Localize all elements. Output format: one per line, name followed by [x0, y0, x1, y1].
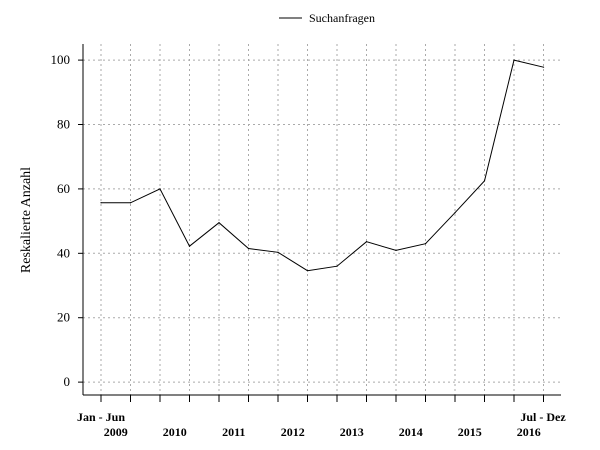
x-year-label-2009: 2009: [104, 425, 128, 439]
data-point-5: [247, 247, 250, 250]
y-tick-label-80: 80: [57, 117, 70, 132]
data-point-9: [365, 241, 368, 243]
data-point-4: [218, 222, 220, 224]
y-tick-label-20: 20: [57, 310, 70, 325]
x-year-label-2012: 2012: [281, 425, 305, 439]
y-axis-title: Reskalierte Anzahl: [19, 167, 34, 273]
y-tick-label-0: 0: [64, 374, 71, 389]
x-year-label-2016: 2016: [517, 425, 541, 439]
x-year-label-2010: 2010: [163, 425, 187, 439]
x-year-label-2013: 2013: [340, 425, 364, 439]
data-point-13: [483, 180, 486, 182]
data-point-12: [454, 212, 456, 214]
data-point-2: [159, 188, 161, 190]
series-line-suchanfragen: [101, 59, 544, 272]
data-point-8: [336, 265, 338, 267]
x-year-label-2014: 2014: [399, 425, 423, 439]
grid-lines: [83, 44, 561, 395]
data-point-7: [306, 270, 309, 272]
y-ticks: 0 20 40 60 80 100: [51, 52, 83, 389]
data-point-1: [129, 202, 132, 204]
period-end-label: Jul - Dez: [520, 410, 566, 424]
data-point-6: [277, 251, 279, 253]
legend-label-suchanfragen: Suchanfragen: [309, 11, 375, 25]
data-point-3: [188, 245, 191, 247]
x-ticks: 2009 2010 2011 2012 2013 2014 2015 2016: [100, 395, 544, 439]
data-point-10: [395, 249, 397, 252]
series-group: [100, 59, 545, 272]
x-year-label-2015: 2015: [458, 425, 482, 439]
y-tick-label-60: 60: [57, 181, 70, 196]
legend: Suchanfragen: [279, 11, 375, 25]
data-point-14: [513, 59, 515, 61]
data-point-0: [100, 202, 102, 204]
y-tick-label-40: 40: [57, 245, 70, 260]
x-year-label-2011: 2011: [222, 425, 245, 439]
data-point-15: [542, 66, 545, 68]
y-tick-label-100: 100: [51, 52, 71, 67]
axes: [82, 44, 561, 396]
period-start-label: Jan - Jun: [77, 410, 125, 424]
data-point-11: [424, 243, 427, 245]
